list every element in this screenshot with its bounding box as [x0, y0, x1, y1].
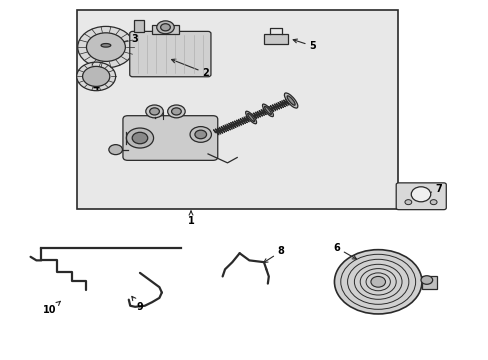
Ellipse shape [247, 113, 254, 122]
Text: 4: 4 [83, 78, 100, 92]
FancyBboxPatch shape [395, 183, 446, 210]
Bar [264, 33, 287, 44]
Text: 2: 2 [171, 59, 208, 78]
Circle shape [149, 108, 159, 115]
Bar [421, 276, 436, 289]
Ellipse shape [286, 96, 295, 105]
Text: 6: 6 [333, 243, 356, 259]
FancyBboxPatch shape [122, 116, 217, 160]
Text: 5: 5 [293, 39, 315, 51]
Circle shape [195, 130, 206, 139]
Ellipse shape [262, 104, 273, 117]
Circle shape [86, 33, 125, 62]
Ellipse shape [245, 111, 256, 124]
Text: 7: 7 [424, 184, 442, 195]
Circle shape [157, 21, 174, 34]
Bar [77, 10, 397, 208]
Circle shape [77, 62, 116, 91]
Circle shape [160, 24, 170, 31]
Circle shape [126, 128, 153, 148]
Circle shape [167, 105, 185, 118]
Circle shape [78, 26, 134, 68]
Circle shape [190, 127, 211, 142]
Circle shape [334, 249, 421, 314]
Text: 8: 8 [263, 247, 284, 262]
Circle shape [132, 132, 147, 144]
Circle shape [370, 276, 385, 287]
Ellipse shape [101, 44, 111, 47]
Text: 10: 10 [43, 301, 60, 315]
Bar [133, 20, 144, 32]
Ellipse shape [284, 93, 297, 108]
Text: 3: 3 [94, 34, 138, 50]
Circle shape [404, 200, 411, 204]
Circle shape [109, 145, 122, 155]
Bar [152, 24, 179, 33]
FancyBboxPatch shape [129, 31, 210, 77]
Circle shape [171, 108, 181, 115]
Circle shape [145, 105, 163, 118]
Ellipse shape [410, 187, 430, 202]
Text: 1: 1 [187, 211, 194, 226]
Text: 9: 9 [132, 296, 143, 312]
Circle shape [420, 276, 432, 284]
Circle shape [82, 66, 110, 86]
Circle shape [429, 200, 436, 204]
Ellipse shape [264, 106, 271, 114]
